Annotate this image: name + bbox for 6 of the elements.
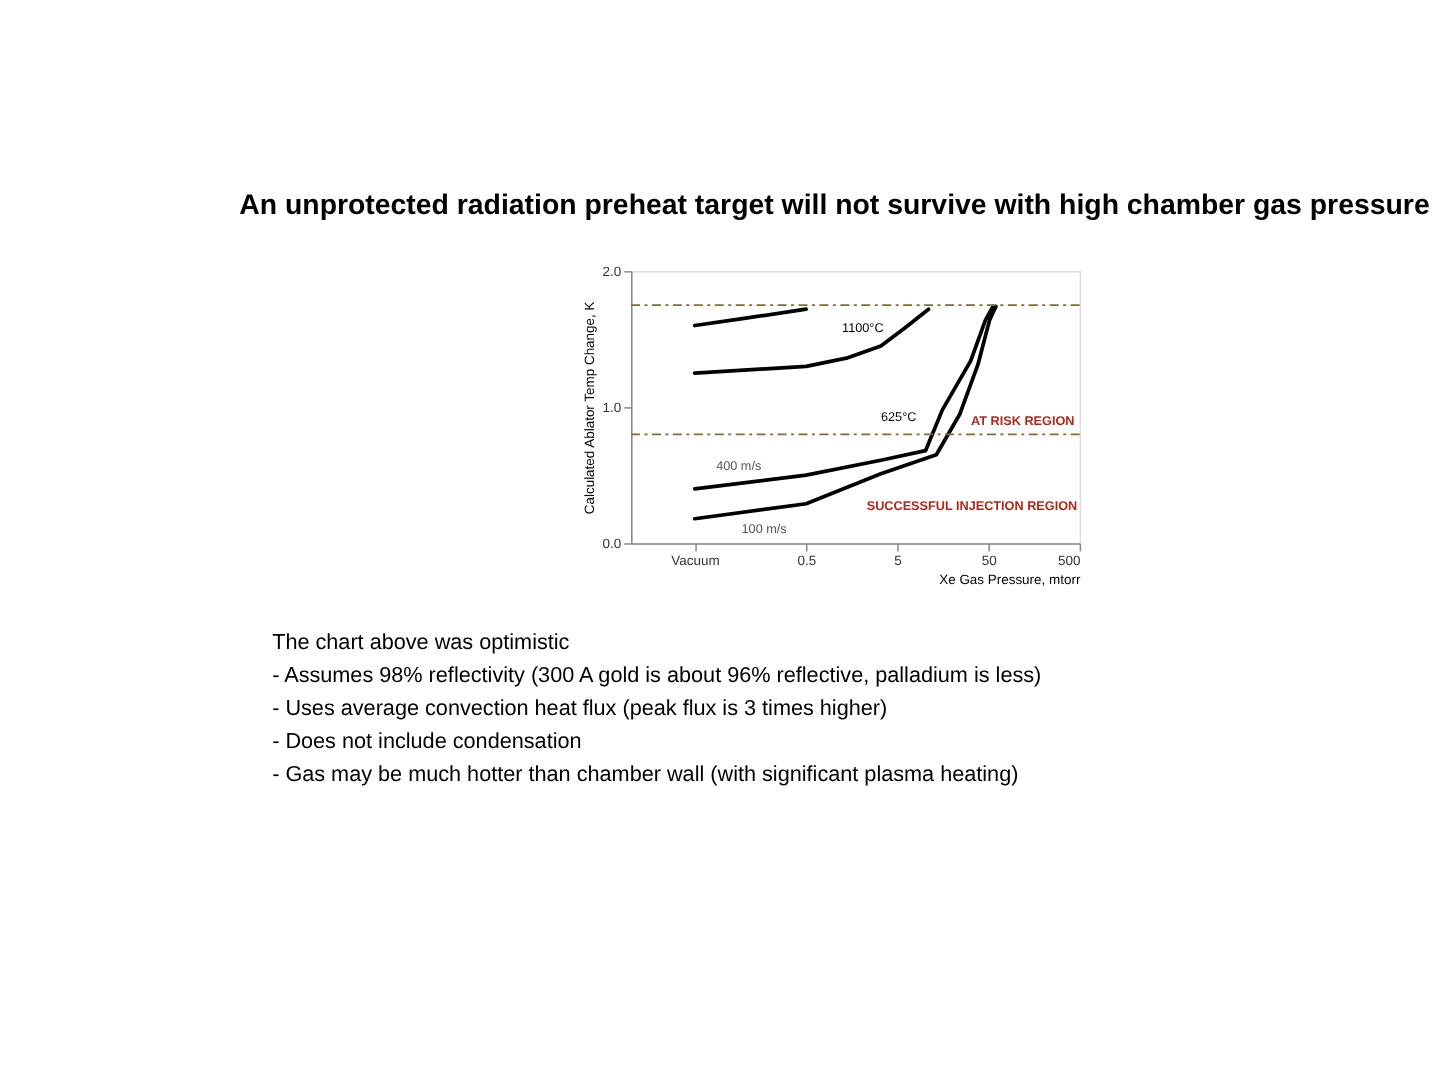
text: - Uses average convection heat flux (peak flux is 3 times higher) xyxy=(272,697,888,722)
text: - Gas may be much hotter than chamber wall (with significant plasma heating) xyxy=(272,762,1019,787)
text: - Does not include condensation xyxy=(272,730,582,755)
text: The chart above was optimistic xyxy=(272,631,571,656)
text: - Assumes 98% reflectivity (300 A gold is about 96% reflective, palladium is less) xyxy=(272,664,1042,689)
chart-title: An unprotected radiation preheat target will not survive with high chamber gas pressure xyxy=(239,189,1430,222)
